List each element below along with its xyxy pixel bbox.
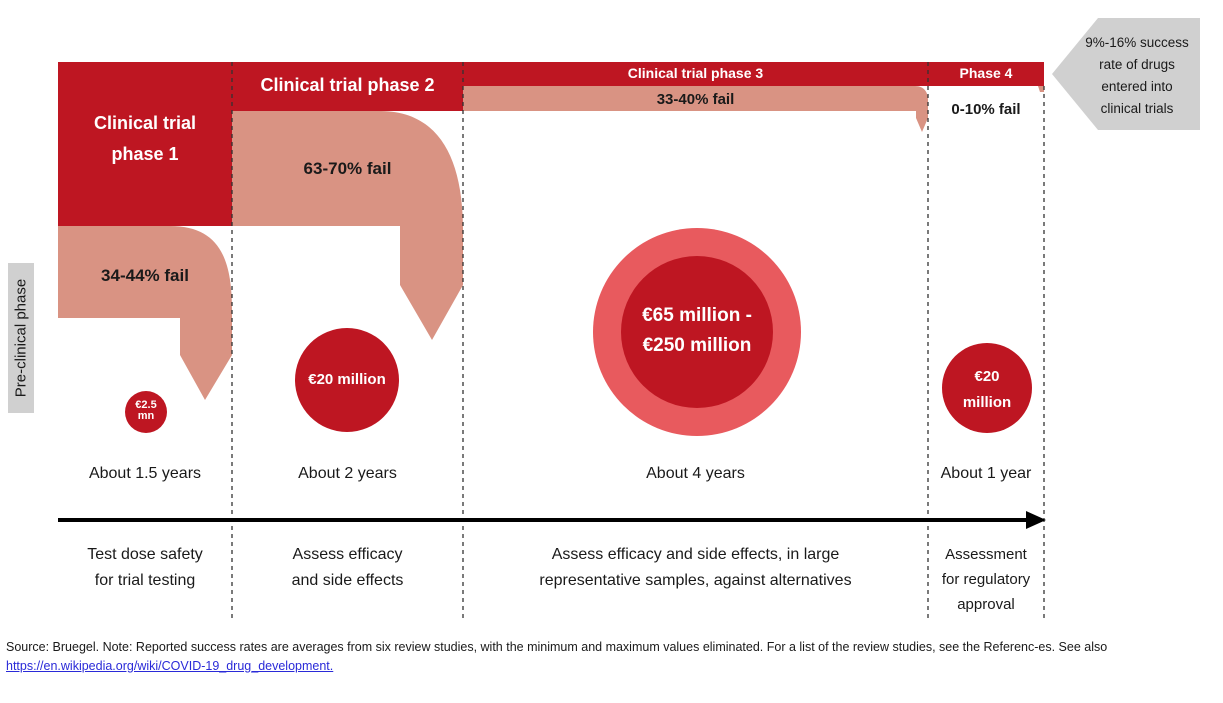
phase1-purpose: Test dose safety for trial testing (58, 542, 232, 594)
phase3-fail-label: 33-40% fail (656, 91, 735, 108)
phase3-purpose-line1: Assess efficacy and side effects, in lar… (551, 546, 840, 563)
phase3-purpose: Assess efficacy and side effects, in lar… (463, 542, 928, 594)
phase1-purpose-line1: Test dose safety (87, 546, 203, 563)
phase4-purpose: Assessment for regulatory approval (928, 542, 1044, 617)
source-note-text: Source: Bruegel. Note: Reported success … (6, 640, 1108, 654)
phase3-cost-inner-circle (621, 256, 773, 408)
phase1-fail-flow (58, 226, 232, 400)
phase1-purpose-line2: for trial testing (94, 572, 196, 589)
wikipedia-link[interactable]: https://en.wikipedia.org/wiki/COVID-19_d… (6, 659, 334, 673)
preclinical-phase-label: Pre-clinical phase (8, 263, 34, 413)
phase3-cost-label: €65 million - €250 million (621, 301, 773, 361)
timeline-arrowhead (1026, 511, 1046, 529)
phase3-purpose-line2: representative samples, against alternat… (539, 572, 852, 589)
phase2-purpose-line1: Assess efficacy (292, 546, 403, 563)
preclinical-phase-text: Pre-clinical phase (12, 278, 30, 398)
phase2-cost-circle (295, 328, 399, 432)
success-line2: rate of drugs (1099, 57, 1175, 72)
phase3-cost-line2: €250 million (642, 335, 752, 356)
success-line3: entered into (1101, 79, 1173, 94)
phase4-purpose-line3: approval (957, 596, 1015, 613)
phase1-title-line2: phase 1 (111, 144, 179, 164)
phase2-fail-label: 63-70% fail (303, 159, 392, 178)
phase1-block (58, 62, 232, 226)
phase1-cost-label: €2.5 mn (125, 400, 167, 422)
phase1-cost-line1: €2.5 (135, 399, 157, 411)
phase3-fail-flow (463, 86, 928, 132)
phase3-duration: About 4 years (646, 465, 745, 482)
phase4-fail-label: 0-10% fail (951, 101, 1021, 118)
phase4-purpose-line1: Assessment (945, 546, 1027, 563)
phase2-title: Clinical trial phase 2 (260, 75, 435, 95)
phase2-purpose-line2: and side effects (291, 572, 404, 589)
phase2-cost-label: €20 million (308, 371, 386, 388)
success-rate-arrow (1052, 18, 1200, 130)
phase1-duration: About 1.5 years (88, 465, 202, 482)
phase4-cost-line1: €20 (974, 368, 1000, 385)
phase2-fail-flow (232, 111, 463, 340)
phase4-duration: About 1 year (940, 465, 1032, 482)
phase4-block (928, 62, 1044, 86)
success-line1: 9%-16% success (1085, 35, 1189, 50)
phase4-cost-circle (942, 343, 1032, 433)
phase3-cost-line1: €65 million - (642, 305, 752, 326)
phase1-title: Clinical trial phase 1 (58, 108, 232, 170)
phase2-block (232, 62, 463, 111)
phase2-purpose: Assess efficacy and side effects (232, 542, 463, 594)
phase1-cost-line2: mn (137, 410, 155, 422)
phase2-duration: About 2 years (298, 465, 397, 482)
phase4-purpose-line2: for regulatory (941, 571, 1031, 588)
phase3-block (463, 62, 928, 86)
success-rate-text: 9%-16% success rate of drugs entered int… (1072, 32, 1202, 120)
phase4-cost-line2: million (962, 394, 1012, 411)
phase1-fail-label: 34-44% fail (101, 266, 189, 285)
phase4-cost-label: €20 million (942, 364, 1032, 416)
source-note: Source: Bruegel. Note: Reported success … (6, 638, 1216, 676)
phase4-fail-flow (1038, 86, 1044, 92)
phase1-cost-circle (125, 391, 167, 433)
success-line4: clinical trials (1100, 101, 1174, 116)
phase1-title-line1: Clinical trial (93, 113, 197, 133)
phase4-title: Phase 4 (959, 65, 1013, 81)
phase3-title: Clinical trial phase 3 (627, 65, 764, 81)
